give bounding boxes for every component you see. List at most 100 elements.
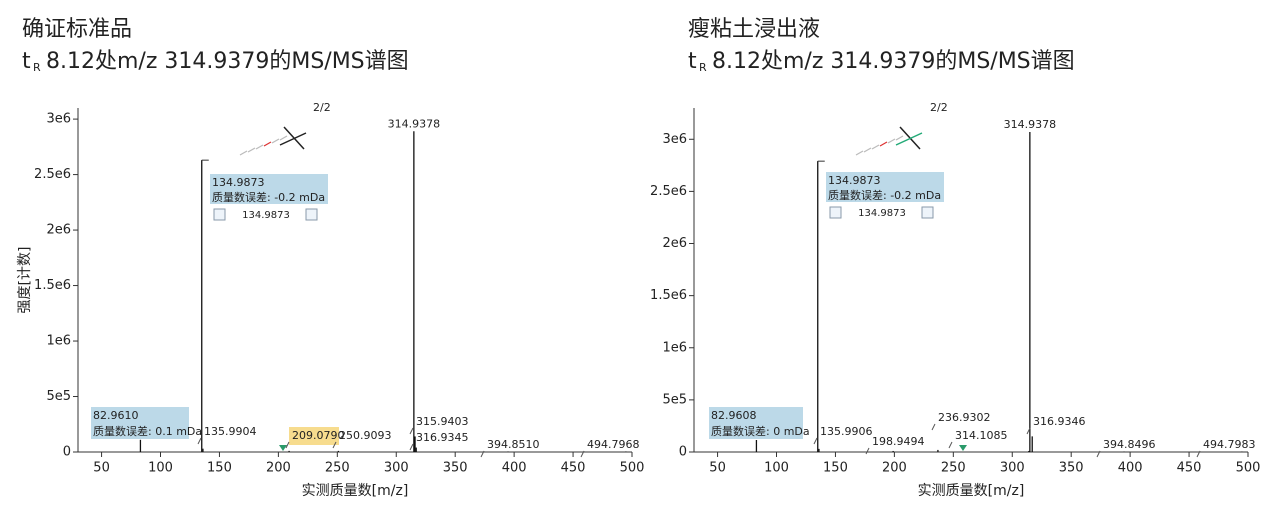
y-axis-label: 强度[计数] bbox=[17, 247, 33, 314]
peak-label: 494.7968 bbox=[587, 438, 640, 451]
y-tick-label: 0 bbox=[63, 445, 71, 460]
peak-label: 314.9378 bbox=[388, 117, 441, 130]
leader bbox=[1196, 450, 1201, 458]
subtitle: 8.12处m/z 314.9379的MS/MS谱图 bbox=[46, 49, 409, 74]
peak-label: 314.9378 bbox=[1004, 118, 1057, 131]
mass-error: 质量数误差: 0.1 mDa bbox=[93, 424, 202, 438]
x-tick-label: 50 bbox=[93, 461, 110, 476]
structure-bond bbox=[855, 150, 864, 156]
y-tick-label: 1e6 bbox=[46, 334, 71, 349]
x-tick-label: 100 bbox=[764, 461, 789, 476]
peak-label: 236.9302 bbox=[938, 411, 991, 424]
x-tick-label: 250 bbox=[325, 461, 350, 476]
marker-triangle bbox=[279, 445, 287, 451]
x-tick-label: 450 bbox=[561, 461, 586, 476]
structure-bond bbox=[879, 141, 888, 147]
peak-label: 134.9873 bbox=[828, 174, 881, 187]
y-tick-label: 1.5e6 bbox=[650, 288, 687, 303]
page-label: 2/2 bbox=[313, 101, 331, 114]
structure-bond bbox=[279, 135, 288, 141]
peak-label: 209.0790 bbox=[292, 429, 345, 442]
structure-bond bbox=[279, 132, 307, 146]
peak-label: 82.9610 bbox=[93, 409, 139, 422]
y-tick-label: 2e6 bbox=[46, 223, 71, 238]
peak-label: 494.7983 bbox=[1203, 438, 1256, 451]
y-tick-label: 3e6 bbox=[46, 112, 71, 127]
leader bbox=[931, 423, 936, 431]
x-tick-label: 500 bbox=[620, 461, 645, 476]
y-tick-label: 1.5e6 bbox=[34, 278, 71, 293]
highlight-box bbox=[289, 427, 339, 445]
peak-label: 250.9093 bbox=[339, 429, 392, 442]
peak-label: 134.9873 bbox=[212, 176, 265, 189]
x-axis-label: 实测质量数[m/z] bbox=[302, 483, 409, 499]
x-tick-label: 250 bbox=[941, 461, 966, 476]
y-tick-label: 1e6 bbox=[662, 340, 687, 355]
mass-error: 质量数误差: -0.2 mDa bbox=[828, 188, 941, 202]
y-tick-label: 0 bbox=[679, 445, 687, 460]
marker-triangle bbox=[959, 445, 967, 451]
leader bbox=[409, 443, 414, 451]
leader bbox=[332, 441, 337, 449]
x-tick-label: 100 bbox=[148, 461, 173, 476]
annotation-box bbox=[91, 407, 189, 439]
annotation-box bbox=[826, 172, 944, 202]
leader bbox=[197, 437, 202, 445]
x-tick-label: 300 bbox=[384, 461, 409, 476]
x-tick-label: 450 bbox=[1177, 461, 1202, 476]
leader bbox=[1096, 450, 1101, 458]
leader bbox=[948, 441, 953, 449]
nav-label: 134.9873 bbox=[858, 208, 906, 219]
y-tick-label: 3e6 bbox=[662, 132, 687, 147]
structure-bond bbox=[887, 138, 896, 144]
x-tick-label: 400 bbox=[502, 461, 527, 476]
subtitle: 8.12处m/z 314.9379的MS/MS谱图 bbox=[712, 49, 1075, 74]
peak-label: 82.9608 bbox=[711, 409, 757, 422]
nav-prev[interactable] bbox=[213, 208, 226, 221]
structure-bond bbox=[895, 132, 923, 146]
subtitle-prefix: t bbox=[688, 49, 697, 74]
x-tick-label: 300 bbox=[1000, 461, 1025, 476]
y-tick-label: 2e6 bbox=[662, 236, 687, 251]
annotation-box bbox=[709, 407, 803, 439]
x-tick-label: 350 bbox=[1059, 461, 1084, 476]
nav-next[interactable] bbox=[921, 206, 934, 219]
peak-label: 394.8496 bbox=[1103, 438, 1156, 451]
x-tick-label: 50 bbox=[709, 461, 726, 476]
page-label: 2/2 bbox=[930, 101, 948, 114]
structure-bond bbox=[239, 150, 248, 156]
x-tick-label: 500 bbox=[1236, 461, 1261, 476]
nav-prev[interactable] bbox=[829, 206, 842, 219]
chart-title: 瘦粘土浸出液 bbox=[688, 17, 820, 42]
peak-label: 315.9403 bbox=[416, 415, 469, 428]
structure-bond bbox=[271, 138, 280, 144]
leader bbox=[865, 447, 870, 455]
structure-bond bbox=[871, 144, 880, 150]
mass-error: 质量数误差: 0 mDa bbox=[711, 424, 810, 438]
structure-bond bbox=[263, 141, 272, 147]
structure-bond bbox=[895, 135, 904, 141]
x-tick-label: 200 bbox=[266, 461, 291, 476]
x-tick-label: 400 bbox=[1118, 461, 1143, 476]
structure-bond bbox=[863, 147, 872, 153]
nav-next[interactable] bbox=[305, 208, 318, 221]
leader bbox=[1026, 427, 1031, 435]
subtitle-prefix: t bbox=[22, 49, 31, 74]
peak-label: 135.9904 bbox=[204, 425, 257, 438]
leader bbox=[409, 427, 414, 435]
leader bbox=[480, 450, 485, 458]
leader bbox=[813, 437, 818, 445]
nav-label: 134.9873 bbox=[242, 210, 290, 221]
x-tick-label: 200 bbox=[882, 461, 907, 476]
subtitle-subscript: R bbox=[699, 61, 707, 74]
peak-label: 316.9345 bbox=[416, 431, 469, 444]
x-tick-label: 150 bbox=[823, 461, 848, 476]
y-tick-label: 5e5 bbox=[46, 389, 71, 404]
x-axis-label: 实测质量数[m/z] bbox=[918, 483, 1025, 499]
leader bbox=[580, 450, 585, 458]
x-tick-label: 150 bbox=[207, 461, 232, 476]
x-tick-label: 350 bbox=[443, 461, 468, 476]
mass-error: 质量数误差: -0.2 mDa bbox=[212, 190, 325, 204]
peak-label: 314.1085 bbox=[955, 429, 1008, 442]
